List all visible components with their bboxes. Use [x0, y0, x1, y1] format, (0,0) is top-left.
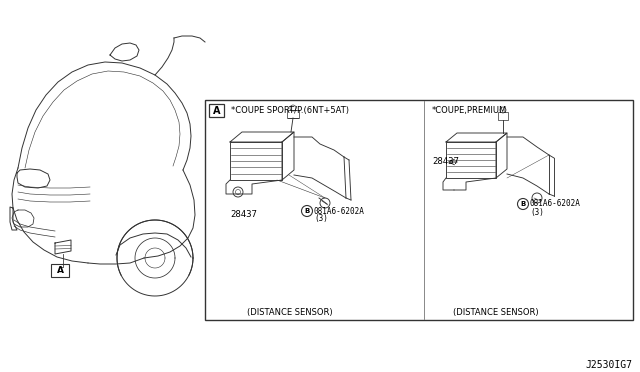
Text: (DISTANCE SENSOR): (DISTANCE SENSOR) — [453, 308, 539, 317]
Text: (DISTANCE SENSOR): (DISTANCE SENSOR) — [247, 308, 333, 317]
Text: 28437: 28437 — [432, 157, 459, 167]
Text: 081A6-6202A: 081A6-6202A — [530, 199, 581, 208]
Bar — [446, 142, 496, 178]
Text: 081A6-6202A: 081A6-6202A — [314, 206, 365, 215]
Bar — [287, 110, 299, 118]
Text: 28437: 28437 — [230, 210, 257, 219]
Bar — [498, 112, 508, 120]
Text: (3): (3) — [314, 215, 328, 224]
Text: A: A — [56, 266, 63, 275]
Text: B: B — [305, 208, 310, 214]
Text: J2530IG7: J2530IG7 — [585, 360, 632, 370]
Bar — [230, 142, 282, 180]
Bar — [209, 104, 224, 117]
Bar — [51, 264, 69, 277]
Text: *COUPE SPORT/P.(6NT+5AT): *COUPE SPORT/P.(6NT+5AT) — [231, 106, 349, 115]
Text: (3): (3) — [530, 208, 544, 217]
Text: A: A — [212, 106, 220, 115]
Text: *COUPE,PREMIUM: *COUPE,PREMIUM — [432, 106, 508, 115]
Bar — [205, 100, 633, 320]
Text: B: B — [520, 201, 525, 207]
